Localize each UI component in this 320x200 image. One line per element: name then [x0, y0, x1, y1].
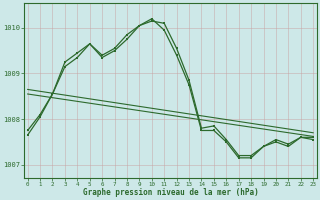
X-axis label: Graphe pression niveau de la mer (hPa): Graphe pression niveau de la mer (hPa): [83, 188, 258, 197]
